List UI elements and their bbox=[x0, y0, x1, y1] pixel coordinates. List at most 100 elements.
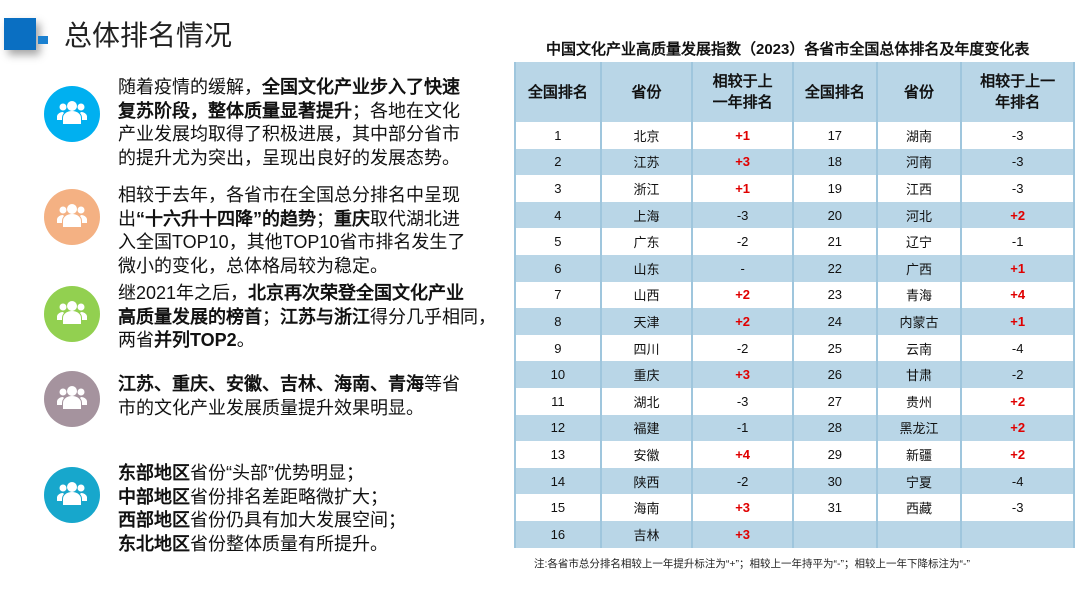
column-header: 全国排名 bbox=[791, 62, 878, 122]
change-cell: -3 bbox=[960, 148, 1075, 176]
rank-cell: 22 bbox=[791, 254, 878, 282]
paragraph-line: 随着疫情的缓解，全国文化产业步入了快速 bbox=[118, 76, 460, 100]
province-cell: 江西 bbox=[875, 175, 963, 202]
bullet-paragraph: 江苏、重庆、安徽、吉林、海南、青海等省市的文化产业发展质量提升效果明显。 bbox=[118, 373, 460, 420]
text: 出 bbox=[118, 208, 136, 229]
text: ； bbox=[262, 306, 280, 327]
bullet-paragraph: 东部地区省份“头部”优势明显； 中部地区省份排名差距略微扩大； 西部地区省份仍具有加… bbox=[118, 462, 406, 556]
change-cell: -3 bbox=[960, 175, 1075, 202]
province-cell: 内蒙古 bbox=[875, 308, 963, 335]
change-cell: +2 bbox=[960, 441, 1075, 468]
text: 取代湖北进 bbox=[370, 208, 460, 229]
province-cell: 云南 bbox=[875, 334, 963, 362]
change-cell: +2 bbox=[960, 387, 1075, 415]
province-cell: 湖南 bbox=[875, 122, 963, 149]
rank-cell: 2 bbox=[514, 148, 602, 176]
bullet-circle bbox=[44, 86, 100, 142]
paragraph-line: 复苏阶段，整体质量显著提升；各地在文化 bbox=[118, 100, 460, 124]
bold-text: 重庆 bbox=[334, 208, 370, 229]
column-header: 全国排名 bbox=[514, 62, 602, 122]
paragraph-line: 市的文化产业发展质量提升效果明显。 bbox=[118, 397, 460, 421]
text: 省份“头部”优势明显； bbox=[190, 463, 364, 483]
text: 等省 bbox=[424, 374, 460, 394]
change-cell: -3 bbox=[691, 201, 794, 229]
paragraph-line: 东部地区省份“头部”优势明显； bbox=[118, 462, 406, 486]
province-cell: 广东 bbox=[599, 228, 694, 255]
bold-text: 西部地区 bbox=[118, 510, 190, 530]
rank-cell: 12 bbox=[514, 414, 602, 442]
column-header: 省份 bbox=[875, 62, 963, 122]
table-row: 5 广东 -2 21 辽宁 -1 bbox=[514, 228, 1075, 255]
bold-text: 全国文化产业步入了快速 bbox=[262, 77, 460, 97]
users-icon bbox=[56, 98, 88, 131]
text: 随着疫情的缓解， bbox=[118, 77, 262, 97]
province-cell: 浙江 bbox=[599, 175, 694, 202]
change-cell: -2 bbox=[960, 361, 1075, 388]
column-header: 省份 bbox=[599, 62, 694, 122]
change-cell: +1 bbox=[960, 254, 1075, 282]
column-header: 相较于上一年排名 bbox=[960, 62, 1075, 122]
rank-cell: 27 bbox=[791, 387, 878, 415]
province-cell: 江苏 bbox=[599, 148, 694, 176]
table-row: 2 江苏 +3 18 河南 -3 bbox=[514, 148, 1075, 176]
paragraph-line: 中部地区省份排名差距略微扩大； bbox=[118, 486, 406, 510]
change-cell: +1 bbox=[691, 122, 794, 149]
rank-cell: 9 bbox=[514, 334, 602, 362]
rank-cell: 23 bbox=[791, 281, 878, 309]
rank-cell: 10 bbox=[514, 361, 602, 388]
rank-cell: 29 bbox=[791, 441, 878, 468]
bold-text: 北京再次荣登全国文化产业 bbox=[248, 283, 465, 303]
rank-cell: 5 bbox=[514, 228, 602, 255]
text: 微小的变化，总体格局较为稳定。 bbox=[118, 255, 388, 276]
change-cell: +3 bbox=[691, 520, 794, 548]
rank-cell: 31 bbox=[791, 494, 878, 521]
rank-cell: 4 bbox=[514, 201, 602, 229]
change-cell: +1 bbox=[691, 175, 794, 202]
table-row: 15 海南 +3 31 西藏 -3 bbox=[514, 494, 1075, 521]
province-cell: 宁夏 bbox=[875, 467, 963, 495]
paragraph-line: 的提升尤为突出，呈现出良好的发展态势。 bbox=[118, 147, 460, 171]
rank-cell: 1 bbox=[514, 122, 602, 149]
bullet-circle bbox=[44, 467, 100, 523]
province-cell: 山东 bbox=[599, 254, 694, 282]
rank-cell: 24 bbox=[791, 308, 878, 335]
bold-text: 高质量发展的榜首 bbox=[118, 306, 262, 327]
text: 省份仍具有加大发展空间； bbox=[190, 510, 406, 530]
province-cell: 海南 bbox=[599, 494, 694, 521]
change-cell: +3 bbox=[691, 148, 794, 176]
change-cell: -3 bbox=[960, 494, 1075, 521]
province-cell: 天津 bbox=[599, 308, 694, 335]
change-cell: -3 bbox=[960, 122, 1075, 149]
rank-cell: 25 bbox=[791, 334, 878, 362]
change-cell: +3 bbox=[691, 494, 794, 521]
change-cell: - bbox=[691, 254, 794, 282]
column-header: 相较于上一年排名 bbox=[691, 62, 794, 122]
table-row: 6 山东 -22 广西 +1 bbox=[514, 254, 1075, 282]
bold-text: 江苏、重庆、安徽、吉林、海南、青海 bbox=[118, 374, 424, 394]
change-cell: +2 bbox=[691, 308, 794, 335]
table-row: 13 安徽 +4 29 新疆 +2 bbox=[514, 441, 1075, 468]
rank-cell: 26 bbox=[791, 361, 878, 388]
page-title: 总体排名情况 bbox=[64, 20, 233, 51]
change-cell: +3 bbox=[691, 361, 794, 388]
change-cell: -1 bbox=[960, 228, 1075, 255]
users-icon bbox=[56, 298, 88, 331]
change-cell: -4 bbox=[960, 334, 1075, 362]
province-cell: 河北 bbox=[875, 201, 963, 229]
text: 入全国TOP10，其他TOP10省市排名发生了 bbox=[118, 232, 466, 252]
text: 省份整体质量有所提升。 bbox=[190, 533, 388, 554]
province-cell: 陕西 bbox=[599, 467, 694, 495]
text: 相较于去年，各省市在全国总分排名中呈现 bbox=[118, 185, 460, 205]
table-row: 10 重庆 +3 26 甘肃 -2 bbox=[514, 361, 1075, 388]
rank-cell: 30 bbox=[791, 467, 878, 495]
table-row: 1 北京 +1 17 湖南 -3 bbox=[514, 122, 1075, 149]
table-header-row: 全国排名 省份 相较于上一年排名 全国排名 省份 相较于上一年排名 bbox=[514, 62, 1075, 122]
change-cell bbox=[960, 520, 1075, 548]
rank-cell: 16 bbox=[514, 520, 602, 548]
text: 得分几乎相同， bbox=[370, 306, 496, 327]
province-cell: 吉林 bbox=[599, 520, 694, 548]
bold-text: “十六升十四降”的趋势 bbox=[136, 208, 316, 229]
province-cell: 四川 bbox=[599, 334, 694, 362]
rank-cell: 14 bbox=[514, 467, 602, 495]
province-cell: 河南 bbox=[875, 148, 963, 176]
